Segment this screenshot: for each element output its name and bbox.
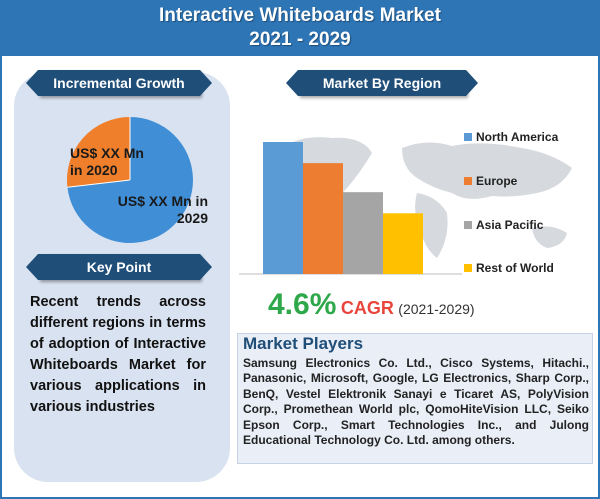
key-point-text: Recent trends across different regions i… <box>30 294 206 415</box>
title-line-1: Interactive Whiteboards Market <box>159 5 441 26</box>
legend-swatch <box>464 177 472 185</box>
title-line-2: 2021 - 2029 <box>249 29 351 50</box>
incremental-growth-banner: Incremental Growth <box>26 70 212 96</box>
legend-swatch <box>464 133 472 141</box>
cagr-percent: 4.6% <box>268 288 337 321</box>
legend-swatch <box>464 221 472 229</box>
market-players-title: Market Players <box>243 334 364 353</box>
pie-label-2020: US$ XX Mn in 2020 <box>70 145 144 178</box>
cagr-statement: 4.6% CAGR (2021-2029) <box>268 288 475 322</box>
legend-swatch <box>464 264 472 272</box>
key-point-banner: Key Point <box>26 254 212 280</box>
market-players-text: Samsung Electronics Co. Ltd., Cisco Syst… <box>243 356 589 448</box>
market-by-region-banner: Market By Region <box>286 70 478 96</box>
pie-label-2029: US$ XX Mn in 2029 <box>117 193 208 226</box>
market-players-box <box>237 333 593 464</box>
page-title: Interactive Whiteboards Market 2021 - 20… <box>0 0 600 56</box>
cagr-label: CAGR <box>340 298 394 318</box>
cagr-period: (2021-2029) <box>398 301 475 317</box>
